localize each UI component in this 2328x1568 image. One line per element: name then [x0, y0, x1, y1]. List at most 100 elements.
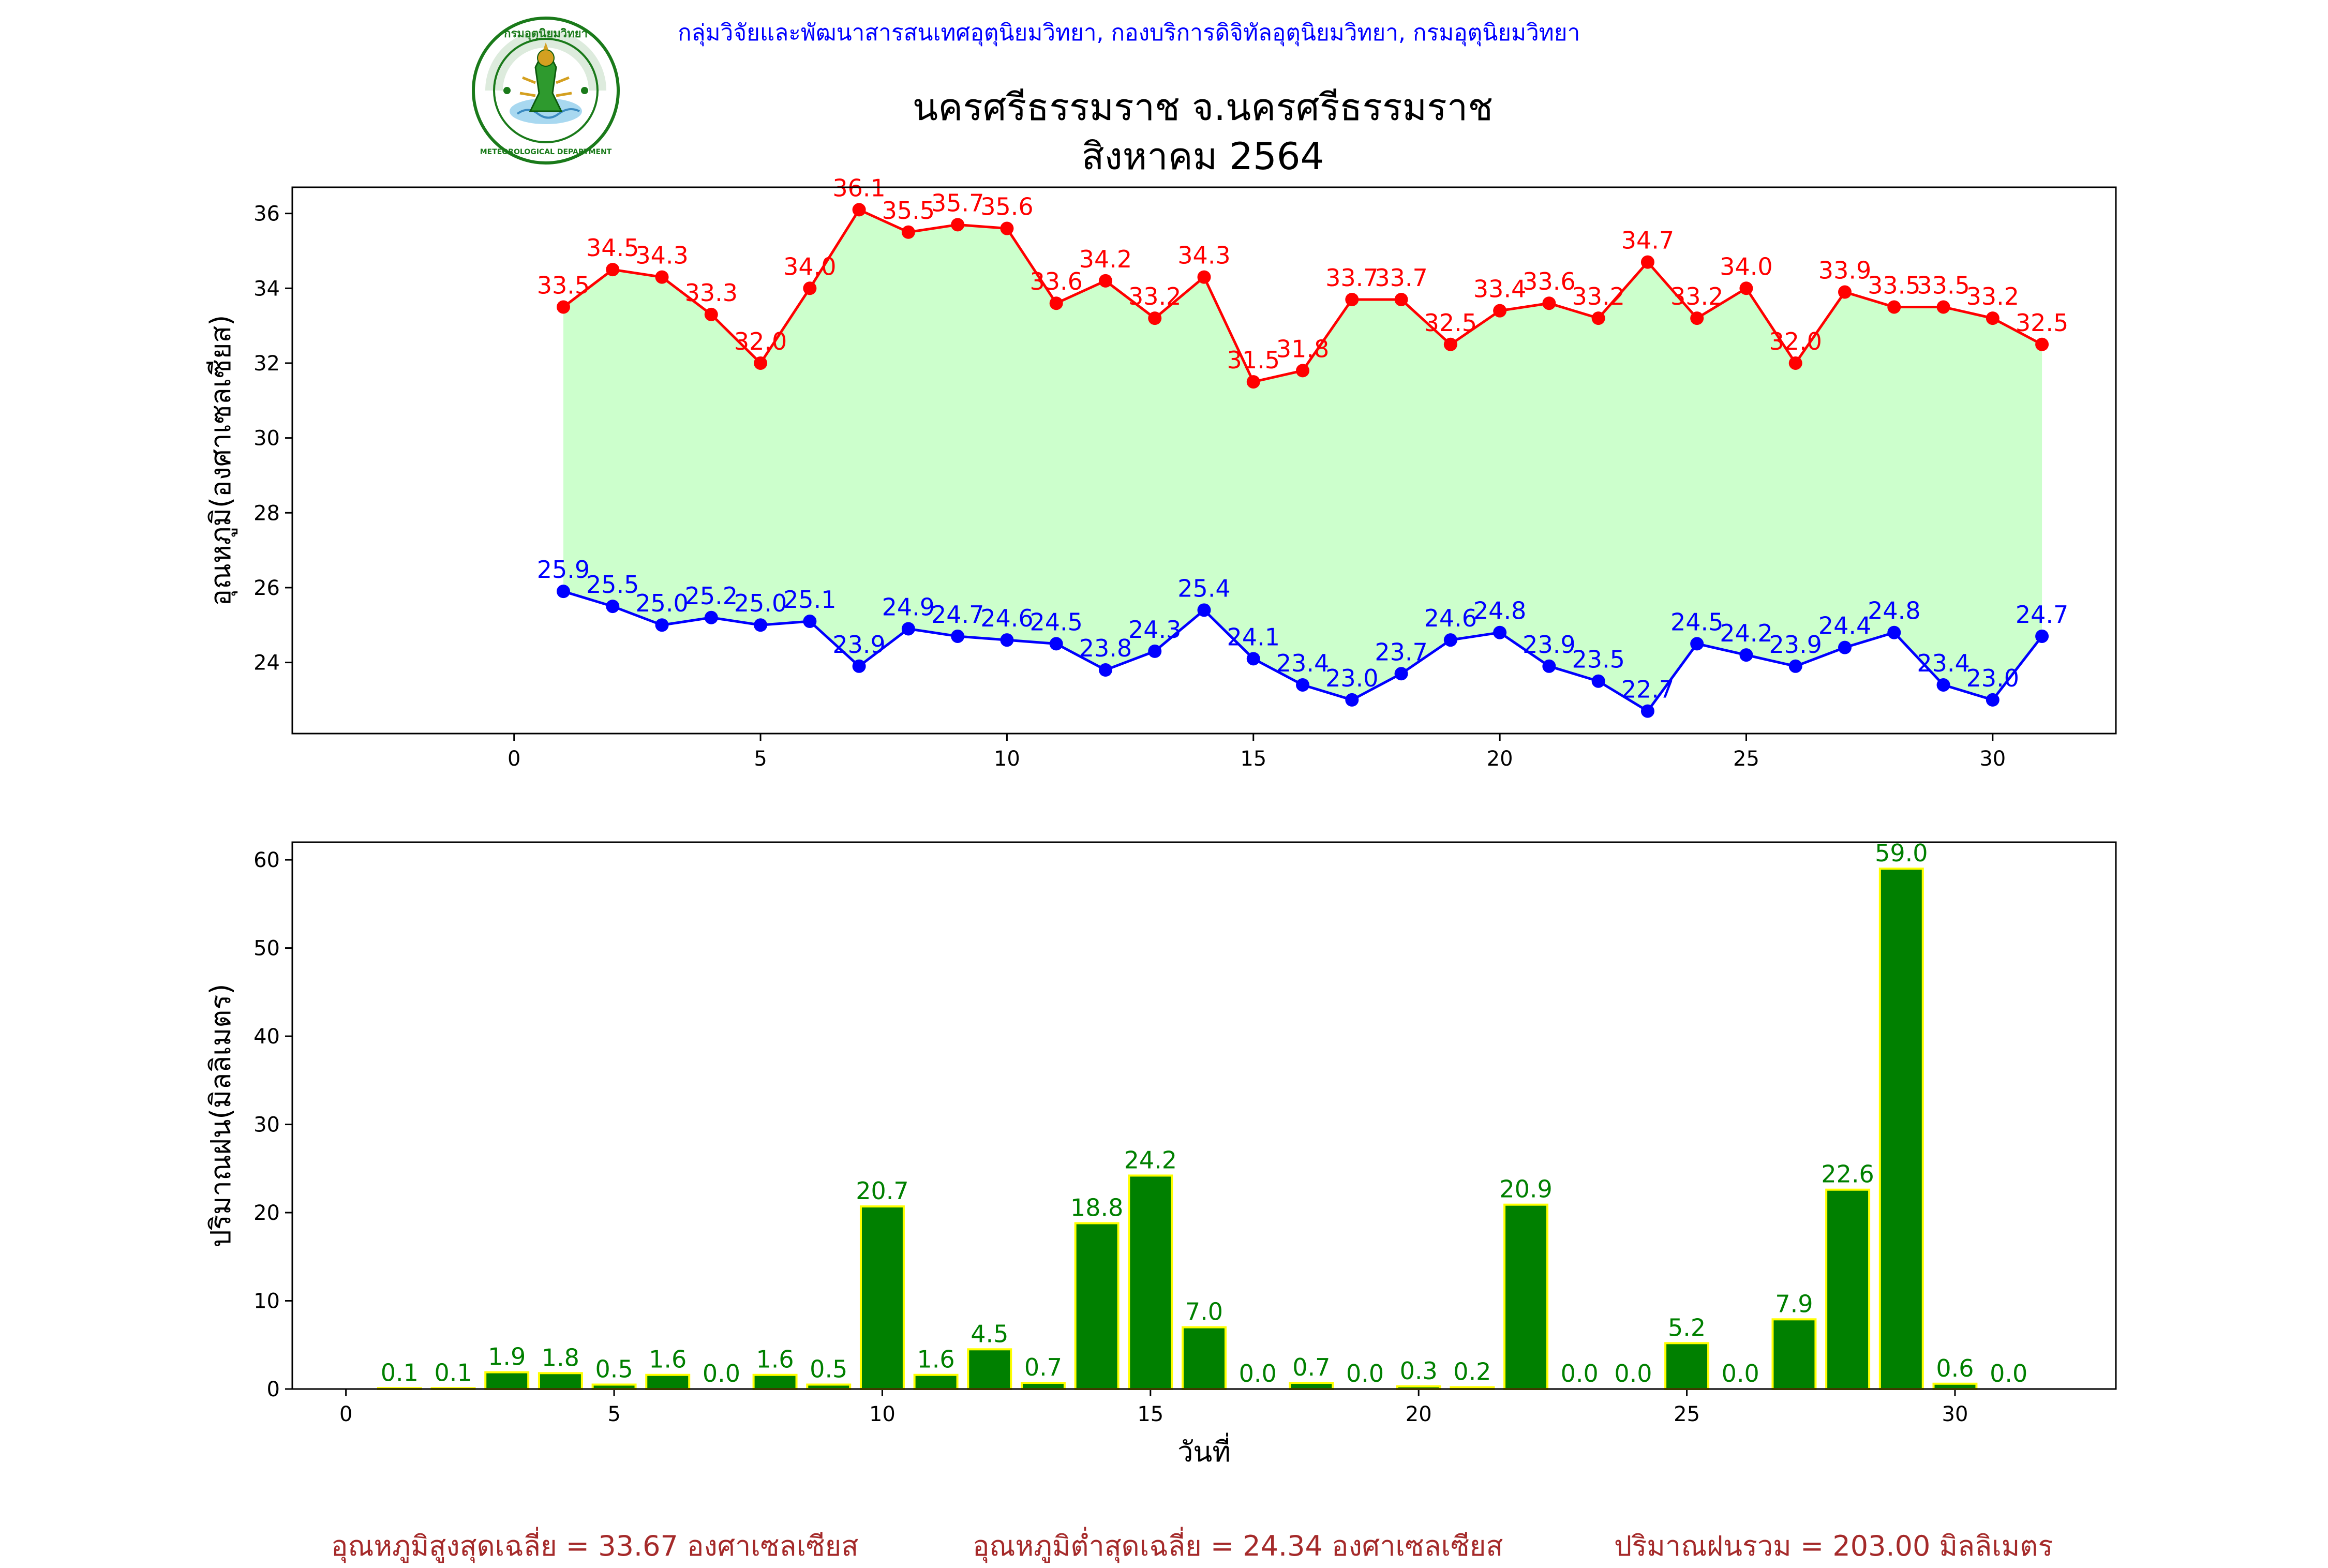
- max-temp-point: [704, 307, 718, 321]
- temp-x-tick-label: 30: [1979, 747, 2006, 771]
- temp-y-tick-label: 30: [253, 427, 280, 451]
- rain-x-tick-label: 10: [869, 1402, 896, 1426]
- rain-x-tick-label: 30: [1942, 1402, 1968, 1426]
- rain-bar: [752, 1373, 798, 1391]
- min-temp-data-label: 25.5: [586, 571, 639, 599]
- max-temp-point: [1591, 311, 1605, 325]
- max-temp-data-label: 33.6: [1029, 267, 1082, 295]
- min-temp-point: [704, 610, 718, 624]
- max-temp-data-label: 32.5: [1424, 309, 1477, 337]
- rain-data-label: 0.0: [1722, 1360, 1759, 1387]
- min-temp-point: [852, 659, 866, 673]
- temp-x-tick-label: 20: [1487, 747, 1513, 771]
- rain-y-tick-label: 60: [253, 848, 280, 872]
- min-temp-data-label: 23.5: [1572, 646, 1624, 674]
- min-temp-data-label: 25.1: [783, 586, 836, 614]
- max-temp-point: [556, 300, 570, 314]
- rain-bar: [1503, 1203, 1549, 1390]
- rain-bar: [1771, 1318, 1817, 1390]
- max-temp-point: [1000, 221, 1014, 235]
- max-temp-point: [1394, 292, 1408, 306]
- rain-data-label: 1.9: [488, 1343, 526, 1371]
- rain-x-tick-label: 20: [1406, 1402, 1432, 1426]
- temp-y-tick-label: 24: [253, 651, 280, 675]
- rain-data-label: 5.2: [1668, 1313, 1706, 1341]
- rain-bar: [538, 1372, 583, 1391]
- min-temp-data-label: 25.0: [734, 589, 787, 617]
- min-temp-data-label: 23.9: [1769, 631, 1822, 659]
- rain-data-label: 0.0: [1561, 1360, 1599, 1387]
- rain-x-tick-label: 0: [339, 1402, 352, 1426]
- min-temp-point: [1443, 633, 1457, 647]
- min-temp-point: [1345, 693, 1359, 707]
- rain-data-label: 20.7: [856, 1177, 908, 1205]
- min-temp-point: [606, 600, 620, 614]
- rain-data-label: 24.2: [1124, 1146, 1177, 1174]
- min-temp-data-label: 24.8: [1868, 597, 1920, 625]
- rain-data-label: 0.0: [1346, 1360, 1384, 1387]
- min-temp-point: [1788, 659, 1802, 673]
- temp-y-axis-label: อุณหภูมิ(องศาเซลเซียส): [204, 315, 238, 606]
- min-temp-data-label: 24.6: [1424, 604, 1477, 632]
- min-temp-point: [1197, 603, 1211, 617]
- max-temp-point: [1246, 375, 1260, 389]
- rain-data-label: 0.2: [1453, 1358, 1491, 1386]
- rain-y-tick-label: 20: [253, 1201, 280, 1225]
- chart-title-station: นครศรีธรรมราช จ.นครศรีธรรมราช: [912, 85, 1494, 129]
- min-temp-point: [1394, 667, 1408, 681]
- max-temp-point: [803, 281, 817, 295]
- min-temp-data-label: 24.6: [980, 604, 1033, 632]
- rain-data-label: 0.7: [1292, 1353, 1330, 1381]
- rain-bar: [1878, 868, 1924, 1390]
- rain-x-tick-label: 5: [607, 1402, 620, 1426]
- temp-y-tick-label: 28: [253, 501, 280, 525]
- min-temp-point: [556, 585, 570, 599]
- rain-y-tick-label: 50: [253, 937, 280, 961]
- rain-bar: [645, 1373, 691, 1391]
- rain-data-label: 7.9: [1775, 1290, 1813, 1318]
- min-temp-data-label: 24.7: [931, 601, 984, 629]
- max-temp-point: [901, 225, 915, 239]
- max-temp-point: [655, 270, 669, 284]
- rain-x-tick-label: 15: [1137, 1402, 1163, 1426]
- min-temp-point: [1986, 693, 1999, 707]
- min-temp-data-label: 24.2: [1720, 619, 1772, 647]
- min-temp-point: [1246, 652, 1260, 666]
- max-temp-data-label: 32.0: [734, 327, 787, 355]
- rain-bar: [1825, 1188, 1871, 1391]
- min-temp-point: [951, 629, 965, 643]
- rain-data-label: 0.1: [434, 1358, 472, 1386]
- max-temp-data-label: 34.3: [1177, 242, 1230, 270]
- min-temp-point: [1838, 640, 1852, 654]
- max-temp-point: [1296, 364, 1310, 378]
- min-temp-data-label: 24.5: [1029, 608, 1082, 636]
- rain-y-tick-label: 0: [267, 1378, 280, 1401]
- min-temp-data-label: 25.2: [685, 582, 738, 610]
- temp-y-tick-label: 34: [253, 277, 280, 301]
- rain-data-label: 1.6: [917, 1346, 955, 1373]
- max-temp-data-label: 33.7: [1325, 264, 1378, 292]
- min-temp-data-label: 24.1: [1227, 623, 1280, 651]
- rain-bar: [484, 1371, 530, 1391]
- max-temp-data-label: 35.5: [882, 197, 935, 225]
- min-temp-point: [1690, 637, 1704, 651]
- min-temp-data-label: 22.7: [1621, 676, 1674, 704]
- rain-bar: [1021, 1382, 1066, 1391]
- rain-bar: [859, 1205, 905, 1390]
- min-temp-point: [2035, 629, 2049, 643]
- max-temp-data-label: 33.2: [1128, 282, 1181, 310]
- rain-data-label: 4.5: [971, 1320, 1008, 1348]
- min-temp-data-label: 23.4: [1917, 649, 1969, 677]
- max-temp-data-label: 33.2: [1670, 282, 1723, 310]
- max-temp-data-label: 34.0: [1720, 252, 1772, 280]
- min-temp-data-label: 23.4: [1276, 649, 1329, 677]
- rain-y-tick-label: 10: [253, 1290, 280, 1313]
- rain-bar: [1932, 1382, 1978, 1391]
- max-temp-data-label: 33.6: [1523, 267, 1575, 295]
- min-temp-data-label: 23.8: [1079, 634, 1132, 662]
- max-temp-point: [1739, 281, 1753, 295]
- rain-data-label: 0.0: [703, 1360, 740, 1387]
- max-temp-data-label: 34.2: [1079, 245, 1132, 273]
- footer-average-max-temperature: อุณหภูมิสูงสุดเฉลี่ย = 33.67 องศาเซลเซีย…: [331, 1530, 859, 1562]
